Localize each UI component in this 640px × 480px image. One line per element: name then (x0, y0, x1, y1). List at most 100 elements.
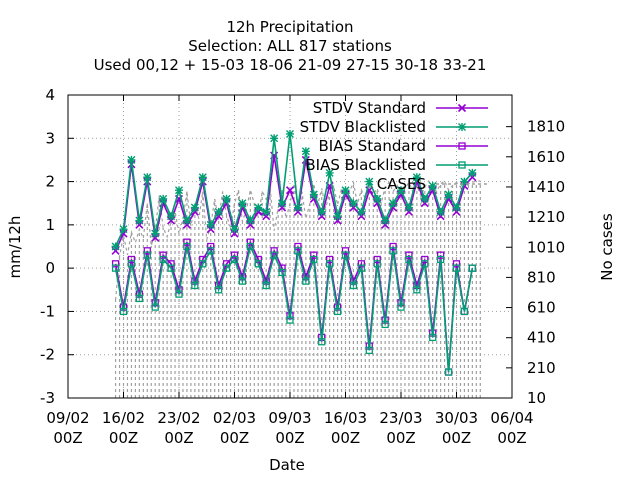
data-point (159, 251, 167, 259)
data-point (270, 251, 278, 259)
data-point (159, 194, 168, 203)
y2-tick-label: 1610 (527, 148, 565, 166)
data-point (318, 338, 326, 346)
y2-tick-label: 1010 (527, 238, 565, 256)
data-point (333, 307, 342, 316)
data-point (278, 199, 287, 208)
y2-tick-label: 1810 (527, 118, 565, 136)
y-axis-label: mm/12h (6, 216, 24, 279)
data-point (285, 186, 295, 195)
data-series (111, 129, 477, 376)
data-point (373, 255, 381, 264)
data-point (381, 320, 389, 329)
data-point (294, 242, 302, 251)
data-point (365, 177, 374, 186)
data-point (278, 268, 286, 277)
data-point (198, 173, 207, 182)
data-point (341, 186, 350, 195)
y2-tick-label: 810 (527, 268, 556, 286)
data-point (405, 255, 413, 264)
data-point (428, 181, 437, 190)
y-tick-label: -3 (40, 389, 55, 407)
data-point (341, 247, 350, 255)
data-point (230, 225, 239, 234)
data-point (436, 251, 445, 259)
y-tick-label: 2 (45, 173, 55, 191)
legend-swatch-marker (458, 142, 466, 150)
data-point (143, 251, 151, 259)
data-point (420, 194, 429, 203)
data-point (222, 194, 231, 203)
data-point (325, 168, 334, 177)
data-point (373, 260, 381, 268)
data-point (341, 251, 350, 259)
data-point (429, 333, 437, 342)
data-point (468, 264, 477, 272)
data-point (246, 242, 255, 251)
x-tick-label-hour: 00Z (109, 429, 138, 447)
legend-swatch-marker (458, 123, 466, 131)
data-point (397, 303, 405, 311)
data-point (389, 199, 398, 208)
chart-title-line: Selection: ALL 817 stations (188, 37, 392, 55)
y-tick-label: -1 (40, 302, 55, 320)
y-tick-label: -2 (40, 346, 55, 364)
series-line (114, 244, 474, 373)
legend-label: STDV Standard (313, 99, 426, 117)
data-point (286, 129, 294, 138)
data-point (167, 212, 176, 221)
data-point (436, 207, 445, 216)
data-point (310, 251, 318, 259)
data-point (135, 294, 144, 303)
series-stdv-blacklisted (111, 129, 477, 251)
data-point (436, 255, 445, 264)
x-tick-label-hour: 00Z (442, 429, 471, 447)
x-tick-label-date: 16/02 (102, 409, 145, 427)
data-point (183, 238, 191, 246)
data-point (127, 260, 136, 268)
data-point (199, 260, 207, 268)
axis-ticks: 09/02 00Z 16/02 00Z 23/02 00Z 02/03 00Z 09/03 00Z… (40, 86, 565, 447)
data-point (111, 260, 120, 268)
data-point (238, 277, 247, 285)
data-point (413, 286, 421, 294)
x-tick-label-hour: 00Z (497, 429, 526, 447)
y2-tick-label: 610 (527, 299, 556, 317)
data-point (254, 203, 263, 212)
x-axis-label: Date (269, 456, 305, 474)
data-point (452, 203, 461, 212)
data-point (222, 264, 231, 272)
data-point (182, 216, 191, 225)
y2-tick-label: 1210 (527, 208, 565, 226)
data-point (151, 229, 160, 238)
x-tick-label-date: 30/03 (435, 409, 478, 427)
data-point (460, 307, 469, 316)
y-tick-label: 3 (45, 129, 55, 147)
data-point (294, 247, 302, 255)
data-point (127, 255, 136, 264)
data-point (143, 247, 151, 255)
data-point (159, 255, 167, 264)
y2-tick-label: 210 (527, 359, 556, 377)
series-line (114, 155, 473, 252)
data-point (214, 207, 223, 216)
data-point (238, 199, 247, 208)
legend-label: BIAS Standard (318, 137, 426, 155)
x-tick-label-hour: 00Z (331, 429, 360, 447)
y-tick-label: 0 (45, 259, 55, 277)
data-point (412, 173, 421, 182)
data-point (175, 290, 183, 298)
data-point (270, 134, 279, 143)
data-point (421, 260, 429, 268)
data-point (333, 212, 342, 221)
cases-series (114, 179, 481, 398)
series-bias-blacklisted (111, 242, 477, 376)
data-point (325, 260, 334, 268)
axis-labels: Date mm/12h No cases (6, 213, 616, 474)
data-point (373, 194, 382, 203)
x-tick-label-hour: 00Z (53, 429, 82, 447)
data-point (389, 242, 397, 251)
